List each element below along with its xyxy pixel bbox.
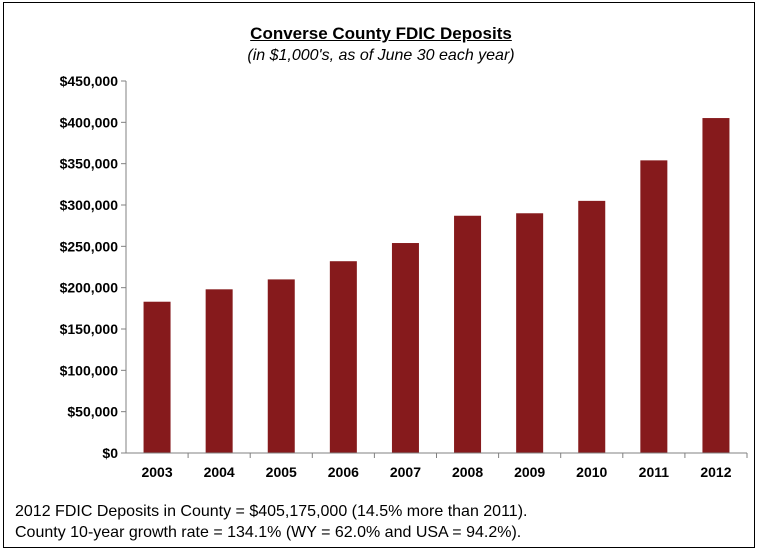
x-tick-label-2011: 2011 — [639, 464, 670, 480]
y-tick-label: $50,000 — [67, 404, 118, 420]
bar-2008 — [454, 215, 482, 453]
chart-subtitle: (in $1,000's, as of June 30 each year) — [247, 47, 515, 64]
bar-2007 — [391, 243, 419, 453]
x-tick-label-2007: 2007 — [390, 464, 421, 480]
footnote: 2012 FDIC Deposits in County = $405,175,… — [15, 501, 527, 543]
y-tick-label: $400,000 — [60, 114, 119, 130]
x-axis-ticks: 2003 2004 2005 2006 2007 2008 2009 2010 2011 2012 — [141, 453, 748, 480]
y-tick-label: $250,000 — [60, 238, 119, 254]
bar-2004 — [205, 289, 233, 453]
x-tick-label-2012: 2012 — [700, 464, 731, 480]
bar-2005 — [267, 279, 295, 453]
x-tick-label-2008: 2008 — [452, 464, 483, 480]
y-tick-label: $0 — [102, 445, 118, 461]
y-tick-label: $100,000 — [60, 362, 119, 378]
footnote-line-1: 2012 FDIC Deposits in County = $405,175,… — [15, 503, 528, 520]
bars — [143, 118, 730, 454]
x-tick-label-2006: 2006 — [328, 464, 359, 480]
x-tick-label-2009: 2009 — [514, 464, 545, 480]
chart-title: Converse County FDIC Deposits — [250, 24, 512, 43]
y-axis-ticks: $0 $50,000 $100,000 $150,000 $200,000 $250,00… — [60, 73, 126, 461]
footnote-line-2: County 10-year growth rate = 134.1% (WY … — [15, 524, 522, 541]
y-tick-label: $300,000 — [60, 197, 119, 213]
x-tick-label-2004: 2004 — [204, 464, 235, 480]
y-tick-label: $350,000 — [60, 156, 119, 172]
y-tick-label: $200,000 — [60, 280, 119, 296]
bar-2012 — [702, 118, 730, 454]
x-tick-label-2005: 2005 — [266, 464, 297, 480]
chart-frame — [3, 2, 755, 548]
x-tick-label-2010: 2010 — [576, 464, 607, 480]
y-tick-label: $150,000 — [60, 321, 119, 337]
bar-2003 — [143, 301, 171, 453]
x-tick-label-2003: 2003 — [141, 464, 172, 480]
bar-2011 — [640, 160, 668, 454]
y-tick-label: $450,000 — [60, 73, 119, 89]
bar-2009 — [516, 213, 544, 453]
bar-2006 — [329, 261, 357, 453]
bar-2010 — [578, 200, 606, 453]
